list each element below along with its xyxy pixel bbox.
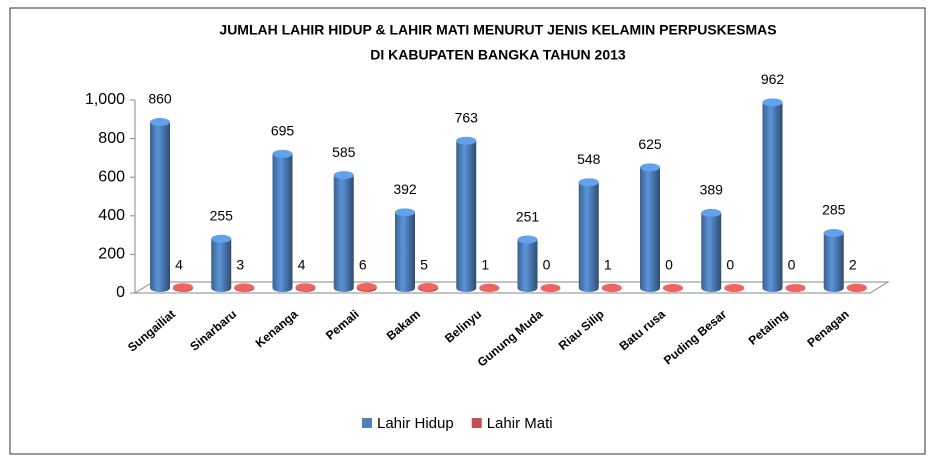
- bar-top: [356, 282, 377, 291]
- bar: [823, 232, 844, 292]
- bar: [578, 182, 599, 292]
- bar-top: [150, 118, 170, 127]
- bar-top: [456, 136, 477, 145]
- bar: [333, 175, 354, 292]
- y-tick-label: 600: [98, 168, 125, 185]
- bar-top: [601, 283, 622, 292]
- y-tick-label: 1,000: [85, 91, 125, 108]
- value-label: 860: [148, 91, 172, 107]
- bar-top: [211, 234, 232, 243]
- bar-top: [479, 283, 500, 292]
- y-tick-label: 800: [98, 130, 125, 147]
- value-label: 0: [543, 257, 551, 273]
- bar-top: [517, 235, 538, 244]
- bar-top: [418, 283, 438, 292]
- value-label: 1: [481, 257, 489, 273]
- value-label: 251: [516, 208, 540, 224]
- value-label: 4: [175, 257, 183, 273]
- bar: [211, 238, 232, 292]
- y-tick-label: 200: [98, 246, 125, 263]
- bar: [272, 153, 293, 292]
- value-label: 6: [359, 257, 367, 273]
- value-label: 392: [393, 181, 417, 197]
- bar-top: [173, 283, 193, 292]
- bar-top: [762, 98, 783, 107]
- bar: [395, 212, 415, 292]
- bar: [517, 239, 538, 292]
- value-label: 585: [332, 144, 356, 160]
- bar-top: [295, 283, 316, 292]
- bar: [762, 102, 783, 292]
- legend-label: Lahir Mati: [487, 415, 553, 432]
- bar-top: [823, 228, 844, 237]
- value-label: 285: [822, 202, 846, 218]
- floor: [133, 281, 890, 294]
- chart-title: DI KABUPATEN BANGKA TAHUN 2013: [370, 47, 626, 63]
- value-label: 1: [604, 257, 612, 273]
- bar: [640, 167, 660, 292]
- bar-top: [272, 149, 293, 158]
- value-label: 695: [271, 123, 295, 139]
- bar-top: [640, 163, 660, 172]
- y-tick-label: 400: [98, 207, 125, 224]
- value-label: 389: [700, 182, 724, 198]
- legend-swatch: [471, 418, 482, 428]
- value-label: 763: [455, 109, 479, 125]
- bar: [456, 140, 477, 292]
- bar-top: [846, 283, 867, 292]
- bar-top: [234, 283, 255, 292]
- value-label: 0: [665, 257, 673, 273]
- bar-top: [333, 171, 354, 180]
- legend-label: Lahir Hidup: [377, 415, 454, 432]
- value-label: 255: [210, 207, 234, 223]
- value-label: 962: [761, 71, 785, 87]
- bar-top: [578, 178, 599, 187]
- value-label: 3: [236, 257, 244, 273]
- bar-top: [724, 284, 745, 292]
- bar-top: [540, 284, 561, 292]
- value-label: 0: [788, 257, 796, 273]
- value-label: 548: [577, 151, 601, 167]
- bar-top: [785, 284, 806, 292]
- bar-top: [395, 208, 415, 217]
- bar: [150, 122, 170, 293]
- legend-swatch: [362, 418, 372, 428]
- value-label: 0: [726, 257, 734, 273]
- value-label: 625: [638, 136, 662, 152]
- bar: [701, 212, 722, 292]
- bar-top: [663, 284, 683, 292]
- value-label: 5: [420, 257, 428, 273]
- chart-title: JUMLAH LAHIR HIDUP & LAHIR MATI MENURUT …: [219, 22, 776, 38]
- value-label: 4: [298, 257, 306, 273]
- y-tick-label: 0: [116, 284, 125, 301]
- value-label: 2: [849, 257, 857, 273]
- bar-top: [701, 208, 722, 217]
